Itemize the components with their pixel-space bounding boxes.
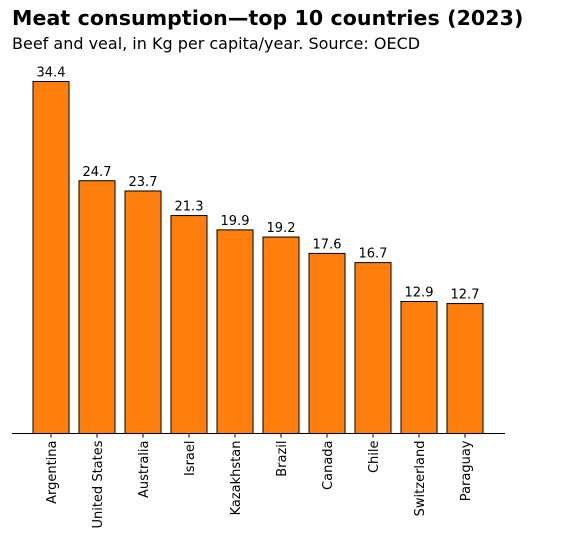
bar-brazil	[262, 236, 300, 434]
bar-argentina	[32, 81, 70, 434]
x-tick-label-united-states: United States	[91, 440, 106, 528]
x-tick-label-paraguay: Paraguay	[459, 440, 474, 501]
value-label-united-states: 24.7	[83, 165, 112, 180]
x-tick-label-australia: Australia	[137, 441, 152, 499]
chart-title: Meat consumption—top 10 countries (2023)	[12, 6, 524, 30]
value-label-switzerland: 12.9	[405, 286, 434, 301]
x-tick-label-israel: Israel	[183, 441, 198, 477]
x-tick-label-argentina: Argentina	[45, 441, 60, 504]
value-label-chile: 16.7	[359, 247, 388, 262]
value-label-israel: 21.3	[175, 200, 204, 215]
bar-israel	[170, 215, 208, 434]
value-labels-layer: 34.4 24.7 23.7 21.3 19.9 19.2 17.6 16.7 12.9 12.7	[37, 66, 480, 303]
bar-kazakhstan	[216, 229, 254, 434]
bar-united-states	[78, 180, 116, 434]
x-tick-label-kazakhstan: Kazakhstan	[229, 441, 244, 516]
bar-australia	[124, 190, 162, 434]
x-tick-label-switzerland: Switzerland	[413, 441, 428, 517]
bar-chile	[354, 262, 392, 434]
chart-subtitle: Beef and veal, in Kg per capita/year. So…	[12, 34, 421, 53]
value-label-paraguay: 12.7	[451, 288, 480, 303]
x-tick-label-brazil: Brazil	[275, 441, 290, 477]
bar-canada	[308, 252, 346, 434]
value-label-argentina: 34.4	[37, 66, 66, 81]
x-tick-label-chile: Chile	[367, 441, 382, 474]
value-label-brazil: 19.2	[267, 221, 296, 236]
value-label-kazakhstan: 19.9	[221, 214, 250, 229]
x-tick-label-canada: Canada	[321, 441, 336, 490]
bar-paraguay	[446, 303, 484, 434]
value-label-canada: 17.6	[313, 237, 342, 252]
x-ticks-layer: Argentina United States Australia Israel Kaz…	[45, 433, 474, 529]
value-label-australia: 23.7	[129, 175, 158, 190]
bar-switzerland	[400, 301, 438, 434]
bars-layer	[32, 81, 484, 434]
